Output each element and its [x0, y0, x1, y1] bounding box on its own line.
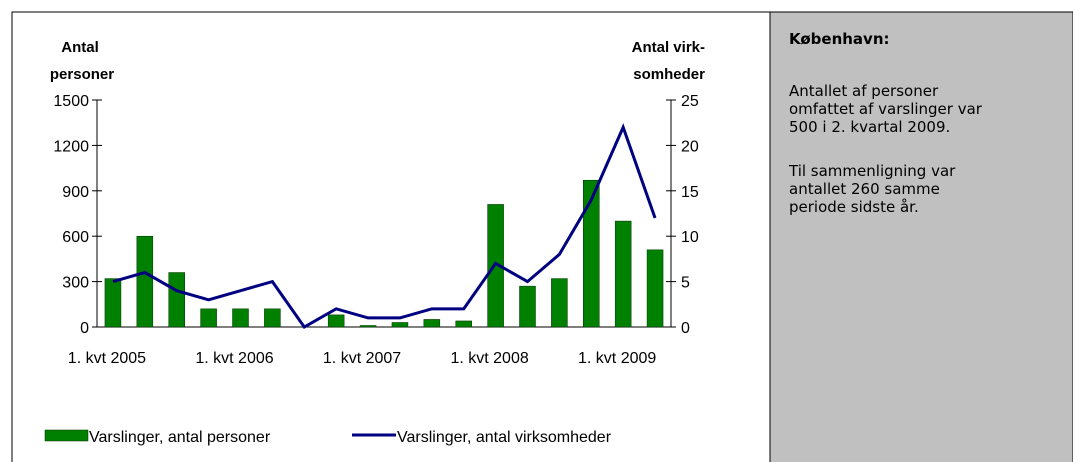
bar [232, 308, 249, 328]
y2-tick-label: 25 [681, 93, 699, 110]
bar [423, 319, 441, 328]
bar [359, 325, 377, 328]
bar [519, 285, 536, 328]
x-tick-label: 1. kvt 2005 [68, 350, 146, 367]
bar [455, 320, 472, 328]
bar [583, 179, 600, 328]
panel-text: Til sammenligning var [788, 162, 956, 180]
bar [168, 272, 185, 328]
y-axis-title: Antal [61, 39, 99, 56]
bar [391, 322, 409, 328]
y-axis-title: personer [50, 66, 114, 83]
y-tick-label: 1200 [53, 138, 89, 155]
legend-label: Varslinger, antal personer [89, 429, 271, 446]
x-tick-label: 1. kvt 2009 [578, 350, 656, 367]
bar [200, 308, 217, 328]
x-tick-label: 1. kvt 2008 [450, 350, 528, 367]
panel-title: København: [789, 30, 890, 48]
panel-text: Antallet af personer [789, 82, 939, 100]
y2-tick-label: 10 [681, 229, 699, 246]
bar [264, 308, 281, 328]
panel-text: omfattet af varslinger var [789, 100, 983, 118]
y2-tick-label: 15 [681, 184, 699, 201]
y2-tick-label: 5 [681, 275, 690, 292]
y-tick-label: 0 [80, 320, 89, 337]
bar [136, 235, 154, 328]
x-tick-label: 1. kvt 2007 [323, 350, 401, 367]
legend-swatch [44, 429, 89, 442]
bar [646, 249, 664, 328]
y2-axis-title: somheder [633, 66, 705, 83]
side-panel [769, 11, 1073, 462]
y-tick-label: 1500 [53, 93, 89, 110]
y-tick-label: 600 [62, 229, 89, 246]
x-tick-label: 1. kvt 2006 [195, 350, 273, 367]
panel-text: periode sidste år. [789, 198, 919, 216]
bar [327, 314, 345, 328]
legend-label: Varslinger, antal virksomheder [397, 429, 612, 446]
y-tick-label: 900 [62, 184, 89, 201]
bar [614, 220, 632, 328]
panel-text: antallet 260 samme [789, 180, 940, 198]
bar [104, 278, 122, 328]
panel-text: 500 i 2. kvartal 2009. [789, 118, 950, 136]
y2-tick-label: 0 [681, 320, 690, 337]
line [112, 123, 657, 329]
y2-tick-label: 20 [681, 138, 699, 155]
y2-axis-title: Antal virk- [632, 39, 705, 56]
bar [551, 278, 568, 328]
y-tick-label: 300 [62, 275, 89, 292]
